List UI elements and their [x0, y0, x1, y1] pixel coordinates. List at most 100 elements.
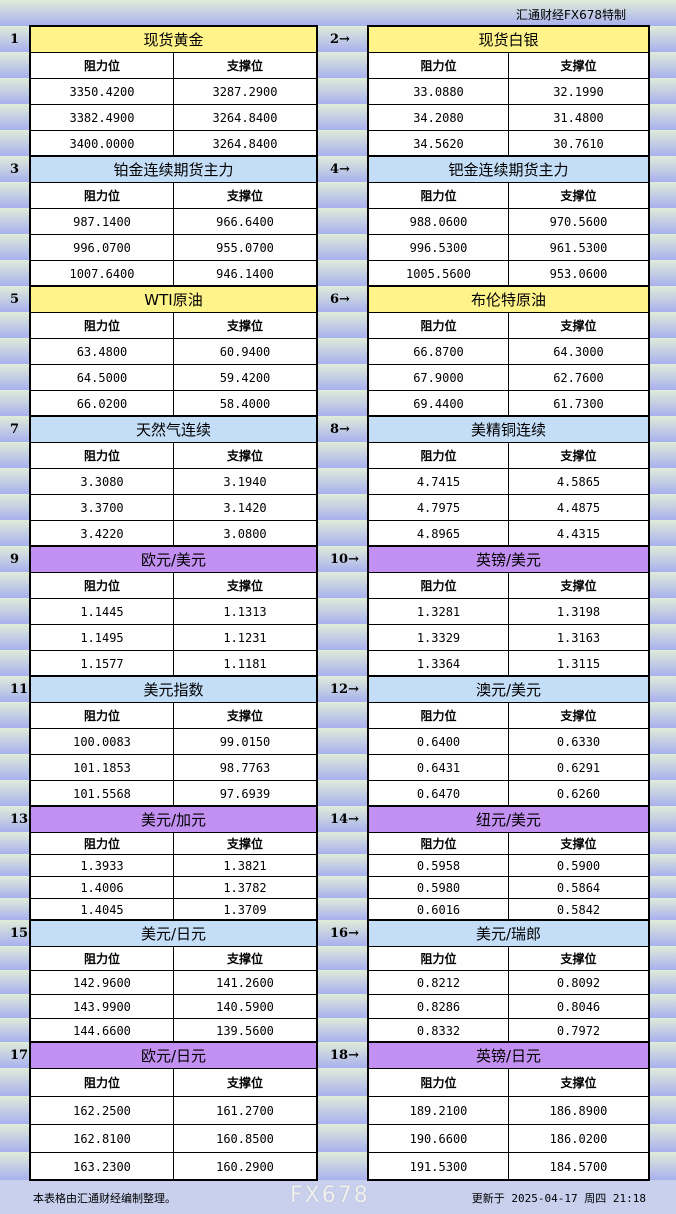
- table-row: 67.9000 62.7600: [369, 365, 648, 391]
- resistance-header: 阻力位: [369, 313, 509, 338]
- table-row: 988.0600 970.5600: [369, 209, 648, 235]
- table-row: 996.5300 961.5300: [369, 235, 648, 261]
- resistance-header: 阻力位: [31, 947, 174, 970]
- support-value: 32.1990: [553, 84, 604, 99]
- instrument-title: 布伦特原油: [369, 287, 648, 313]
- quote-table: 美元/瑞郎 阻力位 支撑位 0.8212 0.8092 0.8286 0.8046 0.833…: [367, 919, 650, 1043]
- resistance-value: 0.6400: [369, 729, 509, 754]
- support-value: 1.3782: [223, 880, 267, 895]
- support-value: 3.0800: [223, 527, 267, 541]
- table-row: 0.5958 0.5900: [369, 855, 648, 877]
- resistance-value: 34.2080: [369, 105, 509, 130]
- quote-table: 天然气连续 阻力位 支撑位 3.3080 3.1940 3.3700 3.1420 3.422…: [29, 415, 318, 547]
- section-number: 3: [10, 162, 20, 177]
- support-header: 支撑位: [226, 449, 263, 463]
- resistance-header: 阻力位: [369, 833, 509, 854]
- support-value: 0.8046: [556, 999, 601, 1014]
- support-header: 支撑位: [226, 709, 263, 723]
- support-value: 160.8500: [216, 1131, 274, 1146]
- section-number: 9: [10, 552, 20, 567]
- support-value: 31.4800: [553, 110, 604, 125]
- top-bar: 汇通财经FX678特制: [0, 0, 676, 26]
- resistance-value: 64.5000: [31, 365, 174, 390]
- table-row: 1005.5600 953.0600: [369, 261, 648, 287]
- quote-table: 美元/加元 阻力位 支撑位 1.3933 1.3821 1.4006 1.3782 1.404…: [29, 805, 318, 921]
- support-header: 支撑位: [560, 709, 597, 723]
- support-value: 186.8900: [549, 1103, 608, 1118]
- table-row: 190.6600 186.0200: [369, 1125, 648, 1153]
- support-value: 3264.8400: [212, 137, 278, 151]
- resistance-header: 阻力位: [369, 53, 509, 78]
- quote-table: 英镑/日元 阻力位 支撑位 189.2100 186.8900 190.6600 186.0…: [367, 1041, 650, 1181]
- support-value: 4.4875: [556, 500, 601, 515]
- support-header: 支撑位: [560, 189, 597, 203]
- instrument-title: 美元指数: [31, 677, 316, 703]
- resistance-value: 4.8965: [369, 521, 509, 547]
- table-row: 69.4400 61.7300: [369, 391, 648, 417]
- support-header: 支撑位: [226, 952, 263, 966]
- support-header: 支撑位: [560, 579, 597, 593]
- table-row: 162.2500 161.2700: [31, 1097, 316, 1125]
- quote-table: 欧元/美元 阻力位 支撑位 1.1445 1.1313 1.1495 1.1231 1.157…: [29, 545, 318, 677]
- section-number: 1: [10, 32, 20, 47]
- support-value: 98.7763: [219, 760, 271, 775]
- support-value: 0.6291: [556, 760, 601, 775]
- table-row: 1.1495 1.1231: [31, 625, 316, 651]
- table-row: 144.6600 139.5600: [31, 1019, 316, 1043]
- table-row: 33.0880 32.1990: [369, 79, 648, 105]
- support-value: 970.5600: [549, 214, 608, 229]
- support-value: 139.5600: [216, 1024, 274, 1038]
- resistance-value: 33.0880: [369, 79, 509, 104]
- table-row: 0.8286 0.8046: [369, 995, 648, 1019]
- instrument-title: 美元/瑞郎: [369, 921, 648, 947]
- table-row: 0.6016 0.5842: [369, 899, 648, 921]
- support-value: 30.7610: [553, 137, 604, 151]
- resistance-header: 阻力位: [369, 183, 509, 208]
- support-header: 支撑位: [560, 449, 597, 463]
- table-row: 0.6470 0.6260: [369, 781, 648, 807]
- section-number: 5: [10, 292, 20, 307]
- resistance-value: 988.0600: [369, 209, 509, 234]
- quote-table: WTI原油 阻力位 支撑位 63.4800 60.9400 64.5000 59.4200 6…: [29, 285, 318, 417]
- section-number: 7: [10, 422, 20, 437]
- table-row: 143.9900 140.5900: [31, 995, 316, 1019]
- table-row: 4.7975 4.4875: [369, 495, 648, 521]
- resistance-header: 阻力位: [31, 1069, 174, 1096]
- instrument-title: 现货白银: [369, 27, 648, 53]
- table-row: 101.5568 97.6939: [31, 781, 316, 807]
- resistance-header: 阻力位: [31, 443, 174, 468]
- support-header: 支撑位: [226, 1076, 263, 1090]
- support-value: 62.7600: [553, 370, 604, 385]
- table-row: 100.0083 99.0150: [31, 729, 316, 755]
- update-time: 更新于 2025-04-17 周四 21:18: [471, 1192, 646, 1205]
- section-number: 17: [10, 1048, 29, 1063]
- resistance-value: 0.8332: [369, 1019, 509, 1043]
- table-row: 66.0200 58.4000: [31, 391, 316, 417]
- resistance-value: 142.9600: [31, 971, 174, 994]
- table-row: 101.1853 98.7763: [31, 755, 316, 781]
- watermark-logo: FX678: [290, 1183, 370, 1208]
- resistance-value: 3350.4200: [31, 79, 174, 104]
- support-value: 0.5842: [556, 903, 601, 917]
- table-row: 162.8100 160.8500: [31, 1125, 316, 1153]
- section-number: 11: [10, 682, 29, 697]
- section-number: 16→: [330, 926, 359, 941]
- quote-table: 铂金连续期货主力 阻力位 支撑位 987.1400 966.6400 996.0700 95…: [29, 155, 318, 287]
- resistance-value: 162.8100: [31, 1125, 174, 1152]
- resistance-value: 190.6600: [369, 1125, 509, 1152]
- footer-note: 本表格由汇通财经编制整理。: [33, 1192, 176, 1205]
- column-header-row: 阻力位 支撑位: [369, 1069, 648, 1097]
- column-header-row: 阻力位 支撑位: [31, 313, 316, 339]
- resistance-value: 1.4006: [31, 877, 174, 898]
- resistance-value: 189.2100: [369, 1097, 509, 1124]
- instrument-title: 美元/日元: [31, 921, 316, 947]
- column-header-row: 阻力位 支撑位: [31, 833, 316, 855]
- support-header: 支撑位: [226, 319, 263, 333]
- table-row: 34.2080 31.4800: [369, 105, 648, 131]
- support-value: 160.2900: [216, 1160, 274, 1174]
- quote-table: 英镑/美元 阻力位 支撑位 1.3281 1.3198 1.3329 1.3163 1.336…: [367, 545, 650, 677]
- support-value: 4.5865: [556, 474, 601, 489]
- table-row: 0.8212 0.8092: [369, 971, 648, 995]
- resistance-value: 0.6431: [369, 755, 509, 780]
- section-number: 18→: [330, 1048, 359, 1063]
